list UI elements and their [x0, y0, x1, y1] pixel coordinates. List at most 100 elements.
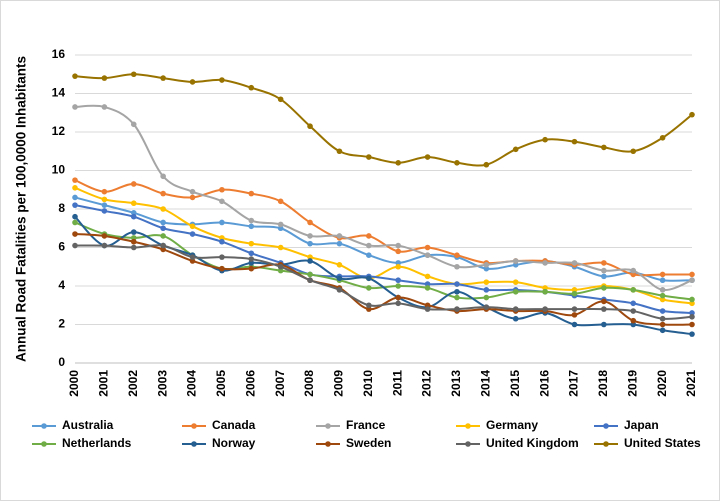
legend-item: Sweden	[316, 436, 391, 450]
data-point	[130, 213, 137, 220]
x-tick-label: 2021	[684, 370, 698, 397]
data-point	[395, 248, 401, 255]
data-point	[307, 123, 313, 130]
x-tick-label: 2001	[97, 370, 111, 397]
data-point	[483, 262, 490, 268]
legend-label: France	[346, 418, 386, 432]
legend-label: United Kingdom	[486, 436, 579, 450]
data-point	[277, 263, 284, 270]
x-tick-label: 2014	[479, 370, 493, 397]
data-point	[72, 242, 78, 249]
data-point	[424, 306, 431, 312]
data-point	[512, 315, 519, 322]
data-point	[483, 294, 490, 301]
data-point	[366, 306, 372, 312]
data-point	[630, 300, 637, 307]
data-point	[571, 312, 578, 318]
x-tick-label: 2017	[567, 370, 581, 397]
data-point	[483, 287, 490, 293]
legend-marker	[325, 441, 331, 447]
data-point	[659, 271, 666, 278]
data-point	[219, 219, 225, 226]
data-point	[571, 260, 578, 266]
data-point	[336, 148, 343, 155]
x-tick-label: 2015	[508, 370, 522, 397]
data-point	[571, 321, 578, 328]
legend-label: Germany	[486, 418, 538, 432]
y-tick-label: 16	[52, 47, 66, 61]
legend-item: United Kingdom	[456, 436, 579, 450]
data-point	[571, 306, 578, 312]
series-line	[74, 104, 693, 291]
data-point	[395, 242, 401, 249]
data-point	[307, 254, 313, 260]
y-tick-label: 2	[58, 317, 65, 331]
data-point	[189, 258, 196, 264]
data-point	[454, 294, 460, 301]
x-tick-label: 2007	[273, 370, 287, 397]
x-tick-label: 2012	[420, 370, 434, 397]
data-point	[689, 331, 695, 337]
x-tick-label: 2008	[302, 370, 316, 397]
legend-label: Netherlands	[62, 436, 132, 450]
x-tick-label: 2002	[126, 370, 140, 397]
legend-marker	[191, 441, 197, 447]
data-point	[307, 219, 313, 226]
legend-item: Canada	[182, 418, 256, 432]
data-point	[366, 233, 372, 239]
data-point	[542, 288, 548, 295]
data-point	[483, 279, 490, 285]
y-tick-label: 8	[58, 201, 65, 215]
data-point	[454, 288, 460, 295]
data-point	[512, 262, 519, 268]
data-point	[160, 75, 166, 81]
data-point	[395, 263, 401, 270]
legend-label: Australia	[62, 418, 114, 432]
legend-marker	[603, 423, 609, 429]
data-point	[689, 277, 695, 284]
y-tick-label: 6	[58, 240, 65, 254]
legend-item: Netherlands	[32, 436, 132, 450]
data-point	[219, 265, 225, 272]
x-tick-label: 2009	[332, 370, 346, 397]
x-tick-label: 2018	[596, 370, 610, 397]
x-tick-label: 2004	[185, 370, 199, 397]
data-point	[219, 77, 225, 83]
legend-item: Australia	[32, 418, 114, 432]
legend-marker	[191, 423, 197, 429]
data-point	[189, 254, 196, 260]
data-point	[307, 240, 313, 247]
data-point	[248, 265, 255, 272]
data-point	[601, 267, 607, 274]
data-point	[542, 136, 548, 143]
y-axis-label: Annual Road Fatalities per 100,0000 Inha…	[14, 56, 29, 362]
data-point	[512, 258, 519, 264]
x-tick-label: 2020	[655, 370, 669, 397]
y-tick-label: 12	[52, 124, 66, 138]
legend-label: United States	[624, 436, 701, 450]
data-point	[659, 308, 666, 314]
series-line	[74, 73, 693, 167]
data-point	[630, 321, 637, 328]
data-point	[336, 233, 343, 239]
data-point	[659, 327, 666, 334]
y-tick-label: 14	[52, 86, 66, 100]
x-tick-label: 2010	[361, 370, 375, 397]
data-point	[659, 296, 666, 303]
data-point	[72, 219, 78, 226]
data-point	[72, 177, 78, 183]
data-point	[277, 244, 284, 251]
data-point	[307, 271, 313, 278]
data-point	[189, 223, 196, 230]
x-tick-label: 2011	[390, 370, 404, 396]
data-point	[277, 267, 284, 274]
data-point	[248, 260, 255, 266]
data-point	[248, 190, 255, 197]
data-point	[366, 302, 372, 309]
data-point	[630, 148, 637, 155]
data-point	[248, 240, 255, 247]
data-point	[72, 213, 78, 220]
data-point	[659, 292, 666, 299]
data-point	[424, 281, 431, 287]
